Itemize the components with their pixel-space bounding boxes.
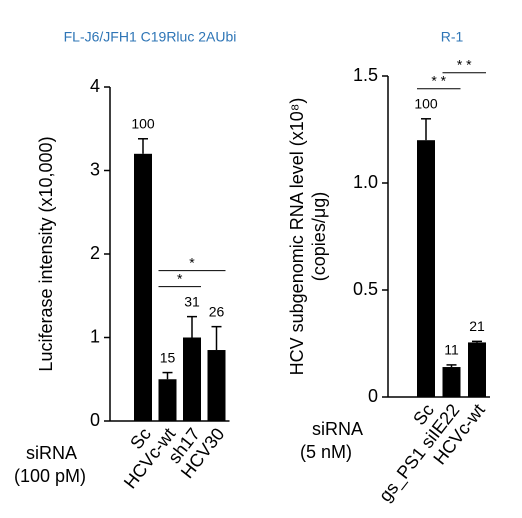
chart-title: R-1: [441, 29, 464, 45]
bar: [207, 350, 226, 421]
y-tick-label: 0.5: [353, 279, 378, 299]
y-tick-label: 0: [90, 410, 100, 430]
relative-value-label: 26: [209, 303, 225, 319]
chart-title: FL-J6/JFH1 C19Rluc 2AUbi: [64, 29, 237, 45]
significance-label: *: [189, 254, 195, 270]
x-axis-label: (100 pM): [14, 466, 86, 486]
bar: [417, 140, 435, 397]
y-tick-label: 1.0: [353, 172, 378, 192]
y-axis-label: Luciferase intensity (x10,000): [36, 136, 56, 371]
bar: [442, 367, 461, 397]
significance-label: * *: [431, 73, 446, 89]
y-tick-label: 1.5: [353, 65, 378, 85]
relative-value-label: 100: [414, 96, 438, 112]
y-tick-label: 3: [90, 159, 100, 179]
x-axis-label: siRNA: [26, 443, 77, 463]
bar: [158, 379, 177, 421]
y-tick-label: 4: [90, 76, 100, 96]
bar: [183, 337, 201, 421]
y-tick-label: 0: [368, 386, 378, 406]
relative-value-label: 11: [444, 342, 459, 358]
y-tick-label: 1: [90, 326, 100, 346]
y-axis-label: (copies/μg): [309, 192, 329, 281]
bar: [134, 153, 152, 422]
relative-value-label: 100: [131, 115, 155, 131]
y-axis-label: HCV subgenomic RNA level (x10⁸): [287, 98, 307, 376]
x-axis-label: (5 nM): [300, 442, 352, 462]
y-tick-label: 2: [90, 243, 100, 263]
significance-label: *: [177, 270, 183, 286]
x-axis-label: siRNA: [312, 419, 363, 439]
relative-value-label: 31: [184, 293, 200, 309]
relative-value-label: 21: [469, 318, 485, 334]
bar: [468, 342, 486, 397]
relative-value-label: 15: [160, 349, 176, 365]
significance-label: * *: [457, 57, 472, 73]
